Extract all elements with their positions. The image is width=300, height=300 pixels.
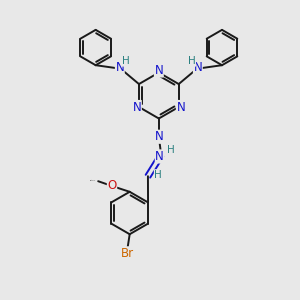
Text: N: N xyxy=(154,130,163,143)
Text: Br: Br xyxy=(121,247,134,260)
Text: O: O xyxy=(107,179,117,192)
Text: N: N xyxy=(133,100,141,113)
Text: N: N xyxy=(154,64,163,77)
Text: N: N xyxy=(194,61,202,74)
Text: methoxy: methoxy xyxy=(90,179,96,181)
Text: H: H xyxy=(122,56,130,66)
Text: H: H xyxy=(188,56,196,66)
Text: H: H xyxy=(154,170,162,180)
Text: N: N xyxy=(176,100,185,113)
Text: N: N xyxy=(155,150,164,163)
Text: H: H xyxy=(167,145,175,155)
Text: N: N xyxy=(116,61,124,74)
